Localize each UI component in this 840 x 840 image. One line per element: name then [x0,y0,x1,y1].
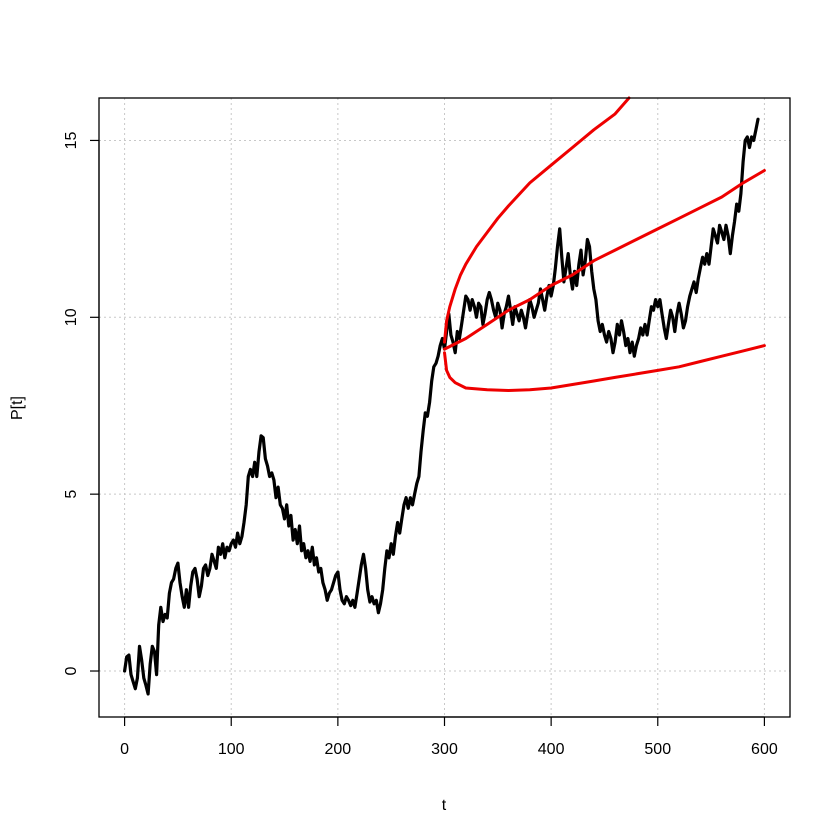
series-layer [123,96,766,696]
y-tick-label: 15 [63,131,80,149]
x-tick-label: 500 [644,741,671,758]
axes: 0 100 200 300 400 500 600 0 5 10 15 [63,131,778,758]
series-line-3 [443,344,766,392]
x-tick-label: 400 [538,741,565,758]
y-tick-label: 10 [63,308,80,326]
x-tick-label: 600 [751,741,778,758]
x-axis-title: t [442,797,447,814]
x-tick-label: 300 [431,741,458,758]
x-tick-label: 200 [325,741,352,758]
series-line-0 [123,117,760,696]
x-tick-label: 0 [120,741,129,758]
grid [99,98,790,717]
x-tick-label: 100 [218,741,245,758]
y-tick-label: 5 [63,490,80,499]
y-tick-label: 0 [63,666,80,675]
y-axis-title: P[t] [9,396,26,420]
series-line-1 [443,169,766,351]
series-line-2 [443,96,631,344]
